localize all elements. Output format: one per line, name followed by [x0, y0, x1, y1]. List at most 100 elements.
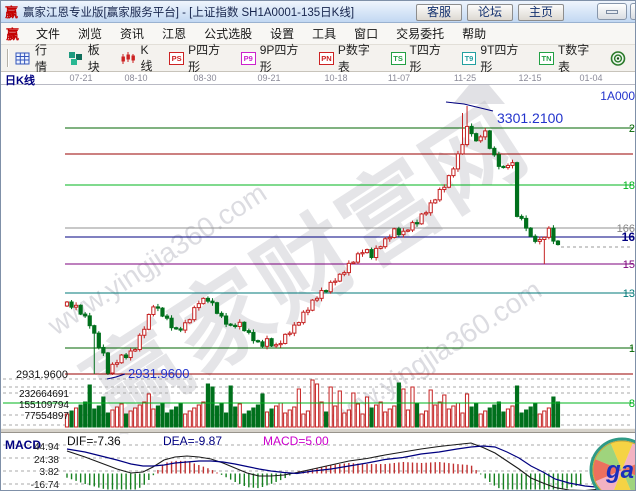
- menu-item-江恩[interactable]: 江恩: [162, 27, 187, 41]
- svg-text:8: 8: [629, 398, 635, 410]
- toolbar-item-K线[interactable]: K线: [120, 43, 160, 74]
- menu-item-设置[interactable]: 设置: [270, 27, 295, 41]
- date-axis: 日K线 07-21 08-10 08-30 09-21 10-18 11-07 11-25 1…: [1, 72, 635, 87]
- macd-dea-line: [66, 445, 618, 489]
- toolbar-label: 9T四方形: [480, 43, 519, 74]
- volume-bars: [64, 379, 561, 428]
- menu-item-窗口[interactable]: 窗口: [354, 27, 379, 41]
- svg-text:DEA=-9.87: DEA=-9.87: [163, 434, 222, 448]
- toolbar-label: P四方形: [188, 43, 221, 74]
- toolbar: 行情 板块 K线 PS P四方形 P9 9P四方形 PN P数字表 TS T四方形 T9 9T四方形 TN…: [1, 43, 635, 74]
- svg-text:ga: ga: [605, 457, 634, 484]
- date-label: 12-15: [518, 73, 542, 83]
- pn-badge-icon: PN: [319, 51, 334, 65]
- menu-item-交易委托[interactable]: 交易委托: [396, 27, 445, 41]
- p9-badge-icon: P9: [240, 51, 256, 65]
- svg-text:3.82: 3.82: [40, 467, 60, 478]
- menu-logo-icon: 赢: [6, 27, 20, 42]
- svg-text:MACD: MACD: [5, 438, 41, 452]
- svg-text:155109794: 155109794: [19, 400, 69, 411]
- minimize-button[interactable]: [597, 3, 627, 20]
- toolbar-separator: [7, 49, 9, 67]
- svg-text:24.38: 24.38: [34, 455, 59, 466]
- date-label: 10-18: [324, 73, 348, 83]
- toolbar-label: 行情: [35, 43, 48, 74]
- chart-text-labels: 1A000 3301.2100 2931.9600 2931.9600 23266469…: [5, 89, 635, 491]
- date-label: 08-10: [124, 73, 148, 83]
- toolbar-label: P数字表: [337, 43, 370, 74]
- toolbar-item-9T四方形[interactable]: T9 9T四方形: [461, 41, 531, 75]
- menu-item-资讯[interactable]: 资讯: [120, 27, 145, 41]
- svg-text:1: 1: [629, 343, 635, 355]
- tn-badge-icon: TN: [539, 51, 554, 65]
- svg-text:3301.2100: 3301.2100: [497, 110, 563, 126]
- window-button-partial[interactable]: [630, 3, 635, 20]
- titlebar-button-主页[interactable]: 主页: [518, 3, 564, 21]
- date-label: 11-25: [453, 73, 477, 83]
- toolbar-item-行情[interactable]: 行情: [15, 41, 59, 75]
- blocks-icon: [68, 51, 84, 66]
- menu-item-帮助[interactable]: 帮助: [462, 27, 487, 41]
- toolbar-item-9P四方形[interactable]: P9 9P四方形: [240, 41, 310, 75]
- titlebar-buttons: 客服 论坛 主页: [416, 3, 569, 21]
- kline-period-label: 日K线: [5, 75, 35, 87]
- candles-icon: [120, 51, 136, 66]
- date-label: 01-04: [579, 73, 603, 83]
- toolbar-label: 9P四方形: [259, 43, 299, 74]
- date-label: 11-07: [387, 73, 411, 83]
- ps-badge-icon: PS: [169, 51, 185, 65]
- menu-item-文件[interactable]: 文件: [36, 27, 61, 41]
- minimize-icon: [606, 9, 618, 14]
- date-label: 07-21: [69, 73, 93, 83]
- window-title: 赢家江恩专业版[赢家服务平台] - [上证指数 SH1A0001-135日K线]: [23, 6, 355, 19]
- toolbar-item-P四方形[interactable]: PS P四方形: [169, 41, 232, 75]
- target-icon: [610, 50, 626, 66]
- titlebar-button-客服[interactable]: 客服: [416, 3, 462, 21]
- annotation-pointer-line: [106, 373, 126, 380]
- menu-item-公式选股[interactable]: 公式选股: [204, 27, 253, 41]
- annotation-pointer-line: [445, 101, 494, 112]
- pane-separator[interactable]: [1, 428, 636, 433]
- chart-area: 日K线 07-21 08-10 08-30 09-21 10-18 11-07 11-25 1…: [1, 72, 636, 491]
- toolbar-item-T四方形[interactable]: TS T四方形: [390, 41, 453, 75]
- svg-text:44.94: 44.94: [34, 442, 59, 453]
- kline-chart-canvas[interactable]: 赢家财富网www.yingjia360.comwww.yingjia360.co…: [1, 85, 636, 491]
- titlebar-button-论坛[interactable]: 论坛: [467, 3, 513, 21]
- menu-items: 文件 浏览 资讯 江恩 公式选股 设置 工具 窗口 交易委托 帮助: [27, 25, 495, 42]
- watermark-layer: 赢家财富网www.yingjia360.comwww.yingjia360.co…: [42, 85, 547, 449]
- date-label: 09-21: [257, 73, 281, 83]
- svg-text:77554897: 77554897: [25, 411, 70, 422]
- svg-text:18: 18: [623, 180, 635, 192]
- svg-text:16: 16: [622, 230, 636, 244]
- menu-item-工具[interactable]: 工具: [312, 27, 337, 41]
- menu-item-浏览[interactable]: 浏览: [78, 27, 103, 41]
- svg-text:1A000: 1A000: [600, 89, 635, 103]
- macd-dif-line: [66, 442, 618, 490]
- menu-bar: 赢 文件 浏览 资讯 江恩 公式选股 设置 工具 窗口 交易委托 帮助: [1, 23, 635, 45]
- toolbar-label: 板块: [87, 43, 100, 74]
- gann-wheel-logo: ga: [589, 437, 635, 490]
- macd-histogram: [66, 460, 582, 490]
- svg-text:2: 2: [629, 123, 635, 135]
- ts-badge-icon: TS: [390, 51, 406, 65]
- grid-icon: [15, 51, 31, 66]
- svg-text:166: 166: [617, 223, 635, 235]
- title-bar: 赢 赢家江恩专业版[赢家服务平台] - [上证指数 SH1A0001-135日K…: [1, 1, 635, 23]
- svg-text:232664691: 232664691: [19, 389, 69, 400]
- svg-text:15: 15: [623, 259, 635, 271]
- app-logo-icon: 赢: [5, 5, 19, 20]
- date-label: 08-30: [193, 73, 217, 83]
- toolbar-item-target[interactable]: [610, 50, 626, 66]
- toolbar-label: K线: [140, 42, 153, 73]
- toolbar-item-板块[interactable]: 板块: [68, 41, 112, 75]
- toolbar-item-T数字表[interactable]: TN T数字表: [539, 41, 601, 75]
- svg-text:MACD=5.00: MACD=5.00: [263, 434, 329, 448]
- svg-text:-16.74: -16.74: [31, 480, 60, 491]
- svg-text:DIF=-7.36: DIF=-7.36: [67, 434, 121, 448]
- toolbar-item-P数字表[interactable]: PN P数字表: [319, 41, 382, 75]
- svg-text:13: 13: [623, 288, 635, 300]
- t9-badge-icon: T9: [461, 51, 477, 65]
- candlestick-series: [64, 106, 561, 375]
